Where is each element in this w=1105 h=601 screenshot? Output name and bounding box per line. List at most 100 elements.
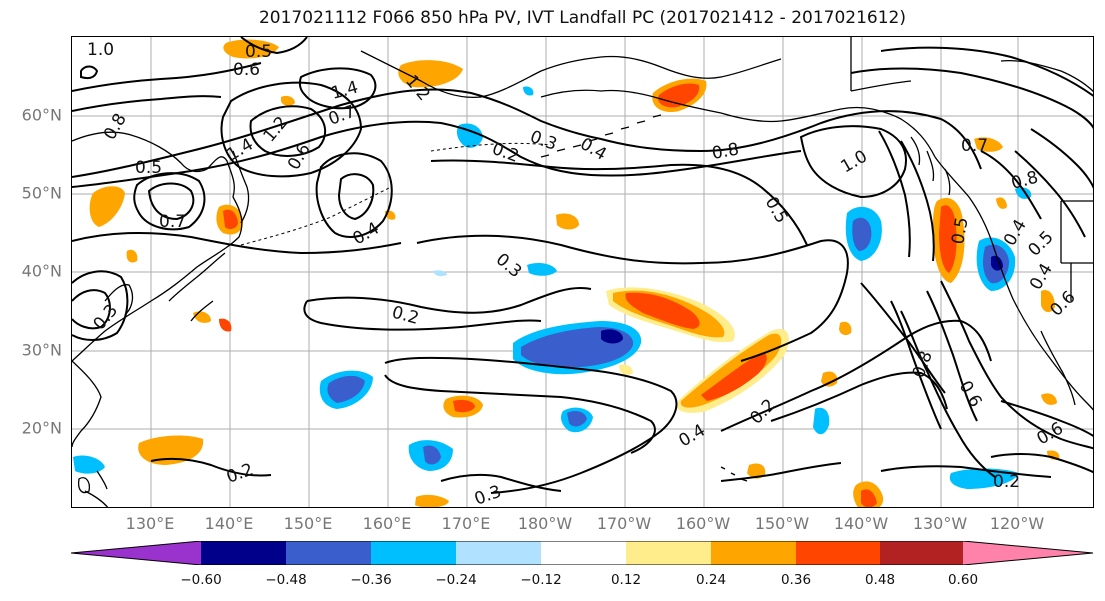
contour-line: [720, 319, 992, 432]
colorbar-tick-label: −0.12: [520, 572, 562, 588]
colorbar-bin: [286, 541, 371, 565]
anomaly-region: [996, 197, 1007, 209]
lon-label: 160°W: [675, 514, 731, 533]
lon-label: 130°W: [912, 514, 968, 533]
anomaly-region: [527, 263, 557, 276]
lon-label: 150°E: [283, 514, 333, 533]
contour-line: [384, 374, 656, 454]
contour-label: 0.3: [527, 127, 559, 155]
contour-line: [133, 172, 206, 231]
contour-line: [990, 453, 1093, 474]
contour-line: [878, 130, 911, 258]
lat-label: 30°N: [21, 340, 62, 360]
lat-label: 50°N: [21, 183, 62, 203]
contour-line: [1014, 150, 1086, 238]
anomaly-region: [619, 364, 633, 375]
lat-label: 40°N: [21, 261, 62, 281]
lat-label: 20°N: [21, 418, 62, 438]
contour-label: 0.4: [1026, 260, 1057, 293]
contour-label: 1.0: [838, 146, 871, 177]
anomaly-region: [453, 399, 475, 413]
anomaly-region: [415, 494, 449, 507]
contour-label: 0.8: [710, 140, 740, 164]
contour-line: [72, 95, 222, 112]
colorbar-tick-label: −0.48: [265, 572, 307, 588]
anomaly-region: [861, 489, 877, 507]
colorbar-graphic: [70, 540, 1094, 566]
contour-line: [80, 65, 99, 80]
coastline-china: [72, 360, 102, 448]
lon-label: 150°W: [754, 514, 810, 533]
coastline-kamchatka: [232, 150, 250, 224]
pv-contours: [72, 37, 1093, 494]
colorbar-tick-label: −0.24: [435, 572, 477, 588]
colorbar-tick-label: −0.60: [180, 572, 222, 588]
anomaly-region: [747, 463, 766, 479]
contour-label: 0.5: [948, 216, 972, 246]
anomaly-region: [281, 95, 295, 106]
contour-label: 1.4: [329, 78, 360, 104]
contour-line: [880, 46, 1093, 97]
anomaly-region: [523, 86, 534, 96]
contour-line: [337, 173, 375, 221]
contour-line: [799, 125, 907, 199]
lon-label: 120°W: [989, 514, 1045, 533]
coastline-aleutians: [540, 114, 662, 158]
contour-line: [900, 310, 996, 478]
lon-label: 180°W: [517, 514, 573, 533]
anomaly-region: [1041, 393, 1057, 405]
colorbar: [70, 540, 1095, 569]
contour-line: [72, 289, 111, 330]
contour-label: 0.2: [224, 460, 256, 488]
anomaly-region: [601, 329, 623, 344]
contour-label: 0.4: [577, 134, 610, 165]
colorbar-bin: [201, 541, 286, 565]
coastline-bc-islands: [910, 136, 951, 196]
contour-line: [315, 152, 393, 238]
contour-line: [926, 290, 978, 422]
coastline-alaska: [540, 89, 936, 158]
coastline-korea: [104, 284, 134, 316]
contour-line: [72, 88, 982, 178]
contour-line: [860, 282, 946, 394]
contour-line: [240, 186, 392, 246]
contour-label: 1.4: [224, 134, 257, 165]
colorbar-tick-label: 0.36: [780, 572, 812, 588]
lon-label: 170°E: [441, 514, 491, 533]
contour-label: 0.2: [746, 395, 779, 428]
coastline-philippines: [84, 470, 109, 507]
anomaly-region: [73, 455, 105, 474]
colorbar-over-triangle: [963, 541, 1093, 565]
contour-label: 0.7: [159, 212, 186, 232]
negative-anomaly-shading: [73, 86, 1032, 489]
contour-line: [890, 300, 942, 430]
contour-line: [72, 270, 129, 341]
contour-label: 0.7: [961, 136, 988, 156]
colorbar-bin: [456, 541, 541, 565]
contour-line: [900, 140, 935, 262]
state-borders: [1060, 200, 1093, 301]
colorbar-bin: [541, 541, 626, 565]
contour-label: 1.2: [260, 113, 293, 147]
colorbar-bin: [880, 541, 963, 565]
lon-label: 160°E: [362, 514, 412, 533]
contour-label: 0.5: [245, 42, 272, 62]
coastline-north-america: [934, 156, 1093, 411]
coastline-siberia: [360, 50, 782, 99]
coastline-canada-north: [850, 37, 1093, 93]
contour-line: [416, 234, 849, 362]
anomaly-region: [223, 209, 238, 230]
contour-line: [1030, 128, 1093, 189]
lat-label: 60°N: [21, 105, 62, 125]
lon-label: 170°W: [596, 514, 652, 533]
coastline-taiwan: [77, 477, 91, 494]
map-title: 2017021112 F066 850 hPa PV, IVT Landfall…: [258, 8, 906, 28]
contour-line: [1000, 400, 1093, 437]
contour-label: 0.6: [284, 140, 315, 173]
coastline-asia: [72, 131, 243, 362]
colorbar-bin: [796, 541, 880, 565]
contour-label: 0.6: [233, 60, 260, 80]
contour-line: [72, 62, 262, 92]
anomaly-region: [556, 213, 579, 230]
anomaly-region: [223, 39, 279, 59]
